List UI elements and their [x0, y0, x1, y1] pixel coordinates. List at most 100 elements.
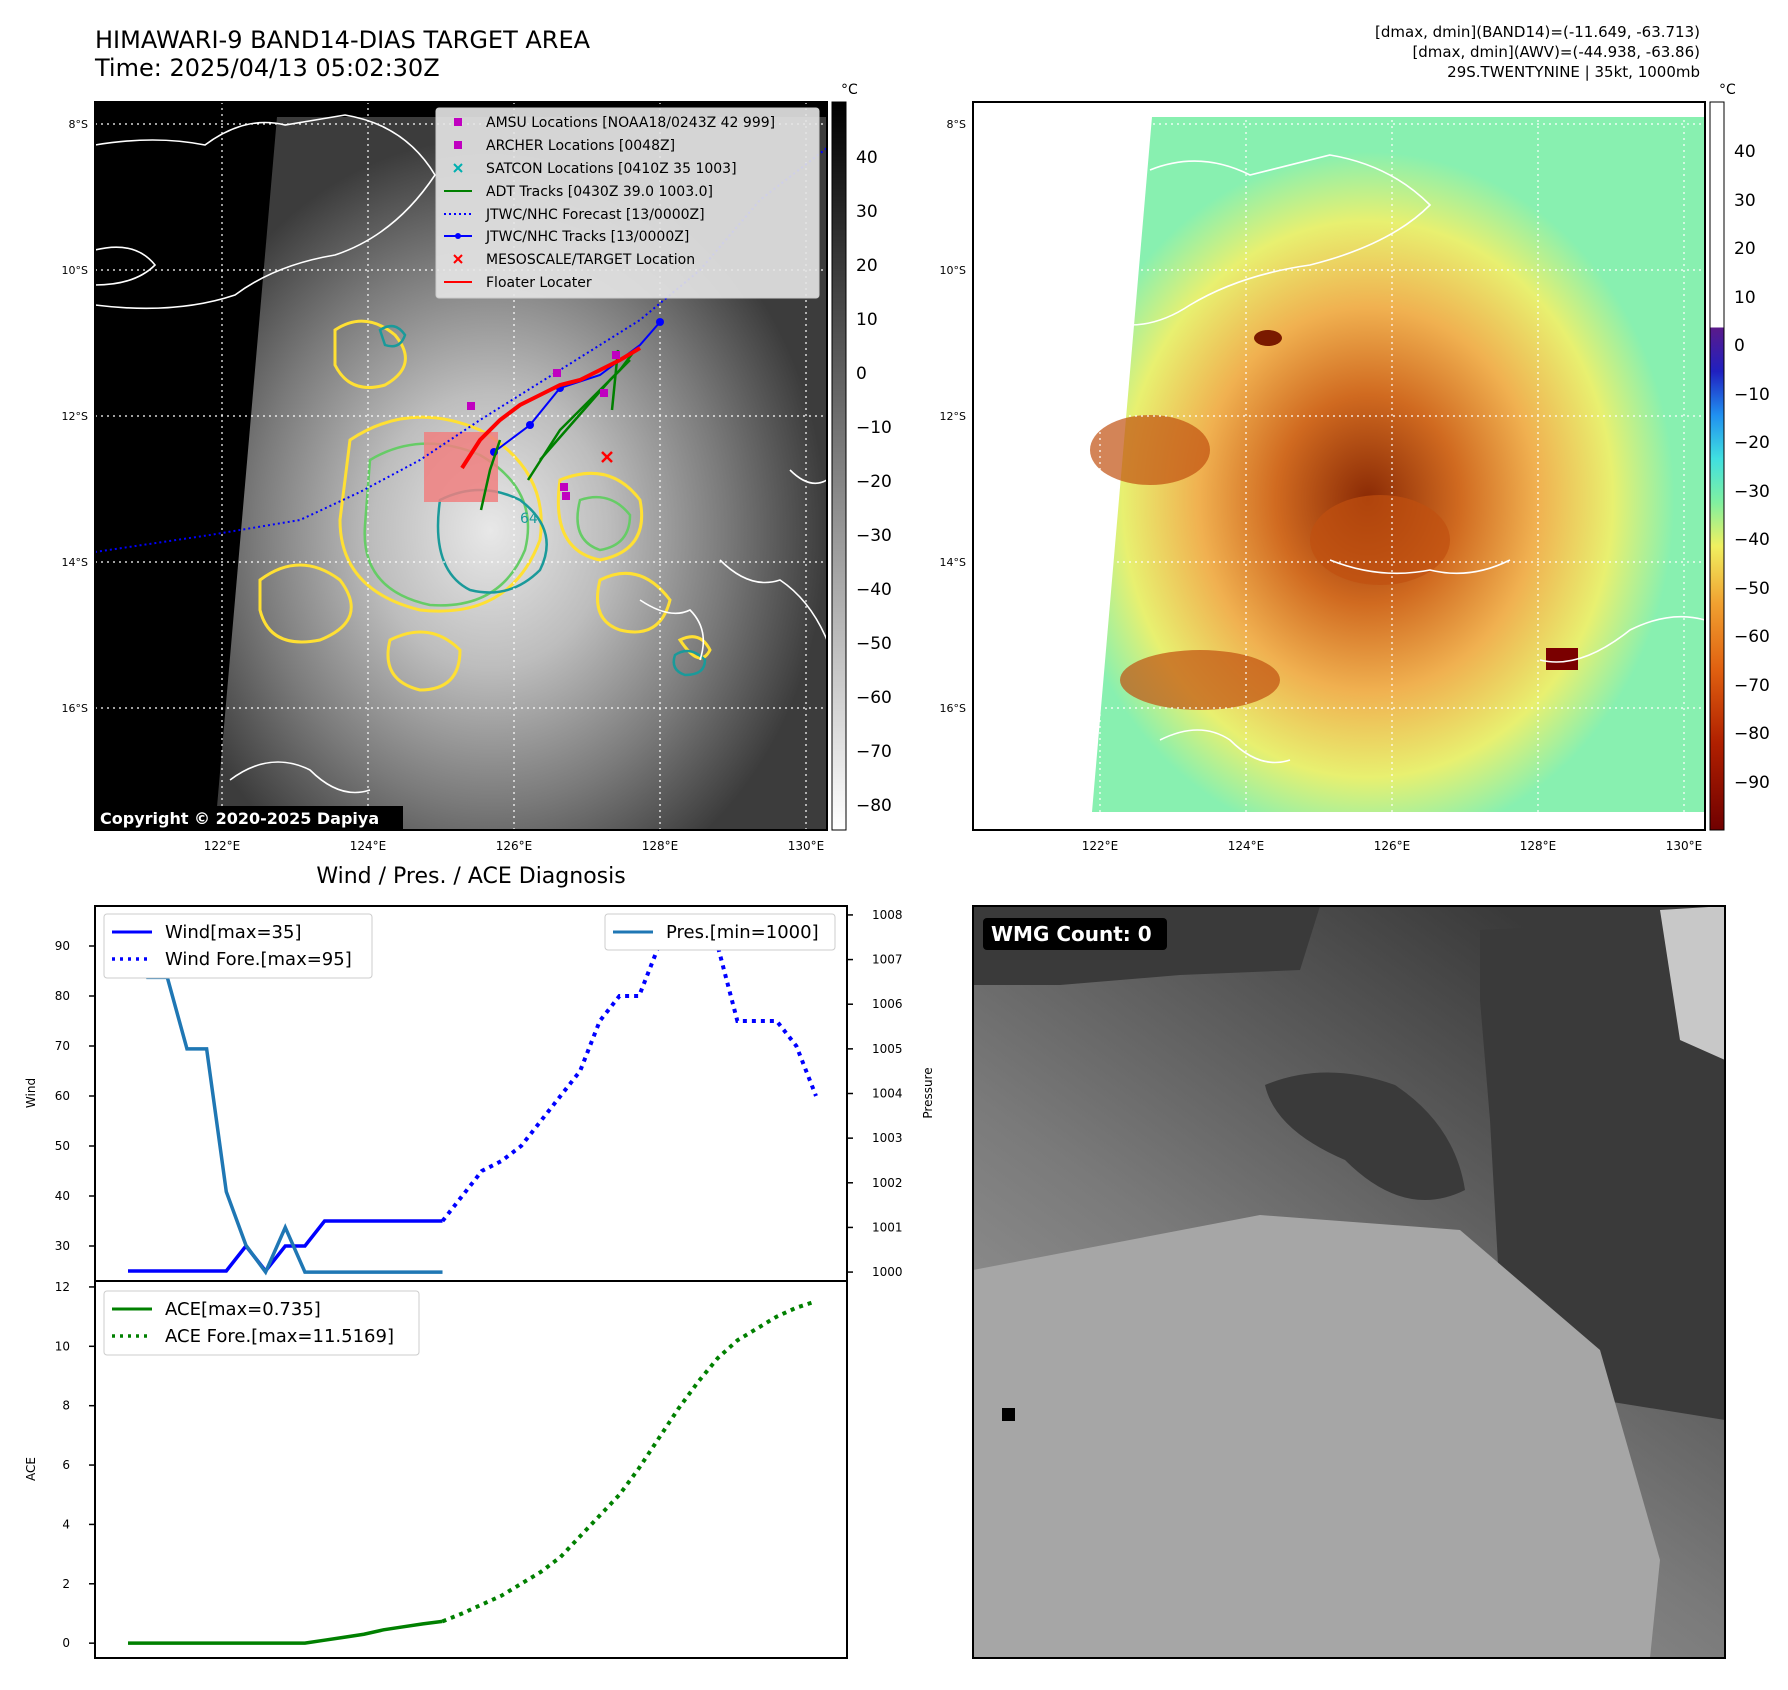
ace-axis-tick-label: 12	[55, 1280, 70, 1294]
storm-info: 29S.TWENTYNINE | 35kt, 1000mb	[1447, 63, 1700, 81]
pressure-axis-tick-label: 1005	[872, 1042, 903, 1056]
main-title-line1: HIMAWARI-9 BAND14-DIAS TARGET AREA	[95, 26, 591, 54]
legend-ace: ACE[max=0.735]	[165, 1299, 321, 1320]
cbar2-tick-m40: −40	[1734, 530, 1770, 550]
cold-cloud-contours	[258, 319, 712, 692]
map1-lon-122e: 122°E	[204, 839, 241, 853]
ace-axis-tick-label: 2	[62, 1577, 70, 1591]
cbar2-tick-m70: −70	[1734, 676, 1770, 696]
wind-axis-tick-label: 90	[55, 939, 70, 953]
wmg-count-label: WMG Count: 0	[991, 922, 1152, 946]
cbar1-tick-m70: −70	[856, 742, 892, 762]
awv-warm-features	[1090, 415, 1450, 710]
legend-label-satcon: SATCON Locations [0410Z 35 1003]	[486, 161, 737, 177]
cbar2-tick-m80: −80	[1734, 724, 1770, 744]
cbar1-tick-10: 10	[856, 310, 878, 330]
map2-lon-130e: 130°E	[1666, 839, 1703, 853]
map1-lon-130e: 130°E	[788, 839, 825, 853]
map2-lon-128e: 128°E	[1520, 839, 1557, 853]
cbar2-tick-40: 40	[1734, 142, 1756, 162]
cbar2-tick-m90: −90	[1734, 773, 1770, 793]
series-ace-line	[128, 1619, 443, 1645]
ace-axis-tick-label: 6	[62, 1458, 70, 1472]
cbar1-tick-m80: −80	[856, 796, 892, 816]
ace-axis-tick-label: 8	[62, 1399, 70, 1413]
wind-axis-tick-label: 60	[55, 1089, 70, 1103]
pressure-legend: Pres.[min=1000]	[604, 913, 836, 951]
ace-chart: ACE 0 2 4 6 8 10 12 ACE[max=0.735] ACE Fore.[m…	[24, 1280, 848, 1659]
ace-series-group	[128, 1299, 817, 1645]
target-location-marker	[601, 451, 613, 463]
wmg-frame	[972, 905, 1726, 1659]
cbar1-tick-40: 40	[856, 148, 878, 168]
pressure-axis-tick-label: 1001	[872, 1220, 903, 1234]
ace-axis-tick-label: 0	[62, 1636, 70, 1650]
awv-imagery	[1092, 117, 1705, 812]
wind-axis-tick-label: 50	[55, 1139, 70, 1153]
ace-yticks: 0 2 4 6 8 10 12	[55, 1280, 95, 1650]
cbar2-tick-m60: −60	[1734, 627, 1770, 647]
cbar1-tick-0: 0	[856, 364, 867, 384]
legend-label-amsu: AMSU Locations [NOAA18/0243Z 42 999]	[486, 115, 775, 131]
map1-lat-14s: 14°S	[62, 556, 88, 569]
map2-lon-122e: 122°E	[1082, 839, 1119, 853]
colorbar-gray-ticks: 40 30 20 10 0 −10 −20 −30 −40 −50 −60 −7…	[856, 148, 892, 816]
wmg-count-box	[983, 918, 1167, 950]
cbar1-tick-20: 20	[856, 256, 878, 276]
cbar1-tick-m50: −50	[856, 634, 892, 654]
wind-axis-tick-label: 70	[55, 1039, 70, 1053]
colorbar-gray	[831, 101, 847, 831]
legend-pres: Pres.[min=1000]	[666, 922, 819, 943]
pressure-axis-tick-label: 1000	[872, 1265, 903, 1279]
map2-lon-labels: 122°E 124°E 126°E 128°E 130°E	[1082, 839, 1703, 853]
map1-lat-8s: 8°S	[69, 118, 88, 131]
wmg-dark-regions	[973, 906, 1725, 1420]
pressure-axis-tick-label: 1003	[872, 1131, 903, 1145]
cbar2-tick-m10: −10	[1734, 385, 1770, 405]
awv-map-panel	[973, 102, 1705, 830]
legend-markers	[444, 118, 472, 283]
copyright-text: Copyright © 2020-2025 Dapiya	[100, 809, 379, 828]
ace-legend: ACE[max=0.735] ACE Fore.[max=11.5169]	[103, 1290, 420, 1356]
copyright-box	[95, 806, 403, 830]
awv-hotspot	[1546, 648, 1578, 670]
map2-lon-126e: 126°E	[1374, 839, 1411, 853]
awv-gridlines	[973, 102, 1705, 830]
legend-ace-fore: ACE Fore.[max=11.5169]	[165, 1326, 394, 1347]
map2-lat-labels: 8°S 10°S 12°S 14°S 16°S	[940, 118, 966, 715]
ace-axis-tick-label: 10	[55, 1339, 70, 1353]
wind-axis-tick-label: 30	[55, 1239, 70, 1253]
cbar1-tick-m40: −40	[856, 580, 892, 600]
cbar2-tick-30: 30	[1734, 191, 1756, 211]
cbar1-tick-m20: −20	[856, 472, 892, 492]
ace-axis-tick-label: 4	[62, 1517, 70, 1531]
pressure-axis-tick-label: 1007	[872, 953, 903, 967]
pressure-axis-tick-label: 1008	[872, 908, 903, 922]
legend-label-adt: ADT Tracks [0430Z 39.0 1003.0]	[486, 184, 713, 200]
legend-wind: Wind[max=35]	[165, 922, 302, 943]
pressure-yticks: 1000 1001 1002 1003 1004 1005 1006 1007 1008	[847, 908, 903, 1279]
wind-axis-label: Wind	[24, 1078, 38, 1108]
map1-lon-126e: 126°E	[496, 839, 533, 853]
map1-lat-16s: 16°S	[62, 702, 88, 715]
series-ace-fore-line	[441, 1299, 817, 1624]
contour-label-64: 64	[520, 511, 538, 527]
cbar2-tick-0: 0	[1734, 336, 1745, 356]
map2-lat-10s: 10°S	[940, 264, 966, 277]
awv-map-frame	[972, 101, 1706, 831]
pressure-axis-label: Pressure	[921, 1067, 935, 1118]
wmg-bright-corner	[1660, 906, 1725, 1060]
map1-lat-12s: 12°S	[62, 410, 88, 423]
awv-hotspot-2	[1254, 330, 1282, 346]
diag-title: Wind / Pres. / ACE Diagnosis	[316, 864, 625, 889]
series-wind-line	[128, 1219, 443, 1274]
awv-coastlines	[1129, 154, 1705, 764]
colorbar-color	[1709, 101, 1725, 831]
map2-lat-12s: 12°S	[940, 410, 966, 423]
main-title: HIMAWARI-9 BAND14-DIAS TARGET AREA Time:…	[95, 26, 590, 82]
ace-axis-label: ACE	[24, 1457, 38, 1481]
dmax-awv: [dmax, dmin](AWV)=(-44.938, -63.86)	[1412, 43, 1700, 61]
legend-label-archer: ARCHER Locations [0048Z]	[486, 138, 675, 154]
cbar2-tick-20: 20	[1734, 239, 1756, 259]
